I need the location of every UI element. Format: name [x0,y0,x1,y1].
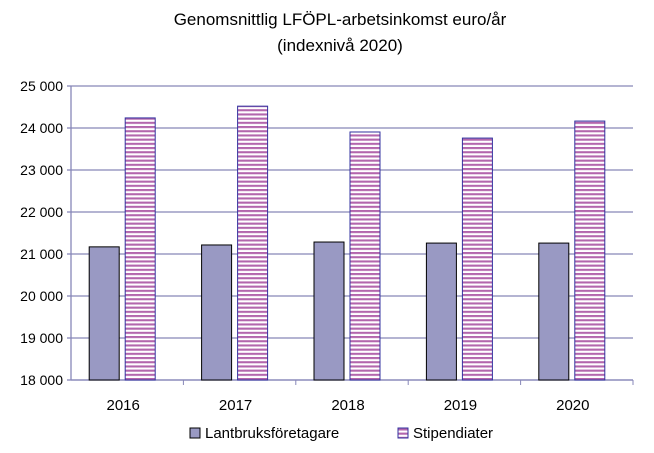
bar-lantbruksforetagare [313,241,345,381]
legend-swatch-lantbruksforetagare [189,427,201,439]
bar-lantbruksforetagare [538,242,570,381]
x-tick-label: 2019 [444,397,477,414]
x-tick-label: 2016 [107,397,140,414]
legend-label-stipendiater: Stipendiater [413,425,493,442]
y-tick-label: 25 000 [20,78,63,94]
y-tick-label: 22 000 [20,204,63,220]
legend-label-lantbruksforetagare: Lantbruksföretagare [205,425,339,442]
y-tick-label: 19 000 [20,330,63,346]
y-tick-label: 24 000 [20,120,63,136]
y-tick-label: 18 000 [20,372,63,388]
y-tick-label: 21 000 [20,246,63,262]
bar-lantbruksforetagare [425,242,457,381]
x-tick-label: 2018 [331,397,364,414]
y-tick-label: 20 000 [20,288,63,304]
chart-title-line1: Genomsnittlig LFÖPL-arbetsinkomst euro/å… [174,10,507,29]
bar-stipendiater [574,120,606,381]
bar-lantbruksforetagare [201,244,233,381]
bar-stipendiater [461,137,493,381]
bar-stipendiater [349,131,381,381]
x-tick-label: 2017 [219,397,252,414]
bar-stipendiater [124,117,156,381]
bar-lantbruksforetagare [88,246,120,381]
chart-title-line2: (indexnivå 2020) [277,36,403,55]
legend-swatch-stipendiater [397,427,409,439]
bar-stipendiater [237,105,269,381]
y-tick-label: 23 000 [20,162,63,178]
x-tick-label: 2020 [556,397,589,414]
